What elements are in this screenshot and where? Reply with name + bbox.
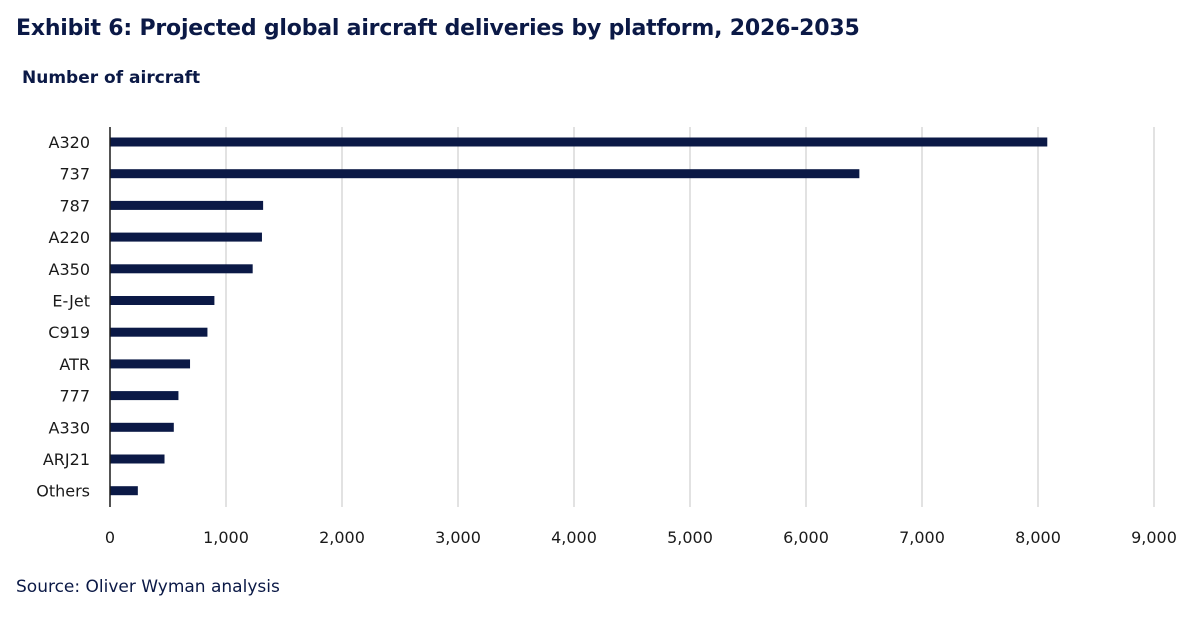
y-tick-label: 787 (59, 196, 90, 215)
bar (110, 232, 262, 242)
y-tick-label: A320 (49, 133, 90, 152)
x-tick-label: 5,000 (667, 528, 713, 547)
y-tick-label: E-Jet (52, 292, 90, 311)
bar (110, 486, 138, 496)
x-tick-label: 7,000 (899, 528, 945, 547)
x-tick-label: 0 (105, 528, 115, 547)
y-tick-label: A350 (49, 260, 90, 279)
bar (110, 454, 165, 464)
bar (110, 137, 1048, 147)
chart-title: Exhibit 6: Projected global aircraft del… (16, 16, 860, 41)
bar (110, 327, 208, 337)
bar (110, 200, 264, 210)
y-tick-label: ATR (59, 355, 90, 374)
y-tick-label: ARJ21 (43, 450, 90, 469)
bar (110, 359, 191, 369)
x-tick-label: 4,000 (551, 528, 597, 547)
y-tick-label: A330 (49, 418, 90, 437)
bar (110, 169, 860, 179)
bars (110, 137, 1048, 496)
bar (110, 264, 253, 274)
gridlines (225, 127, 1155, 507)
x-tick-label: 6,000 (783, 528, 829, 547)
bar (110, 391, 179, 401)
bar (110, 296, 215, 305)
x-tick-label: 9,000 (1131, 528, 1177, 547)
x-tick-label: 1,000 (203, 528, 249, 547)
y-tick-label: A220 (49, 228, 90, 247)
y-tick-label: 737 (59, 165, 90, 184)
x-tick-label: 8,000 (1015, 528, 1061, 547)
y-tick-label: C919 (48, 323, 90, 342)
bar (110, 422, 174, 432)
axes: 0 1,000 2,000 3,000 4,000 5,000 6,000 7,000 8,00… (36, 127, 1177, 547)
y-tick-label: 777 (59, 387, 90, 406)
source-note: Source: Oliver Wyman analysis (16, 577, 280, 597)
y-tick-label: Others (36, 482, 90, 501)
x-tick-label: 3,000 (435, 528, 481, 547)
x-tick-label: 2,000 (319, 528, 365, 547)
chart-subtitle: Number of aircraft (22, 68, 201, 88)
